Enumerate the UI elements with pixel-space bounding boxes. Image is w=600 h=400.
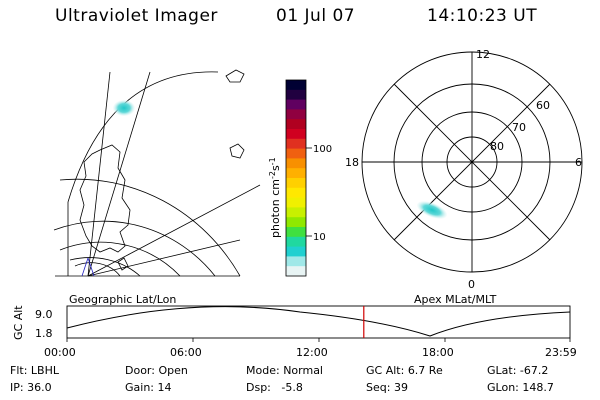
colorbar-segment xyxy=(286,236,306,248)
geographic-map xyxy=(53,69,261,277)
colorbar-tick-10: 10 xyxy=(313,232,326,243)
colorbar xyxy=(286,80,306,277)
orbit-y-tick-max: 9.0 xyxy=(35,308,53,321)
orbit-y-axis-label: GC Alt xyxy=(12,305,25,340)
status-door: Door: Open xyxy=(125,364,188,377)
colorbar-segment xyxy=(286,187,306,199)
colorbar-segment xyxy=(286,178,306,189)
orbit-left-title: Geographic Lat/Lon xyxy=(69,293,176,306)
colorbar-segment xyxy=(286,138,306,150)
status-ip: IP: 36.0 xyxy=(10,381,52,394)
colorbar-segment xyxy=(286,129,306,140)
status-filter: Flt: LBHL xyxy=(10,364,59,377)
orbit-x-tick-4: 23:59 xyxy=(545,346,577,359)
status-dsp: Dsp: -5.8 xyxy=(246,381,303,394)
colorbar-segment xyxy=(286,148,306,159)
status-gc-alt: GC Alt: 6.7 Re xyxy=(366,364,443,377)
colorbar-segment xyxy=(286,246,306,257)
date-label: 01 Jul 07 xyxy=(276,6,356,26)
orbit-x-tick-1: 06:00 xyxy=(170,346,202,359)
aurora-spot-polar xyxy=(416,201,448,219)
orbit-altitude-curve xyxy=(66,306,571,337)
colorbar-segment xyxy=(286,99,306,110)
mlt-label-12: 12 xyxy=(476,48,490,61)
lat-label-80: 80 xyxy=(490,140,504,153)
status-seq: Seq: 39 xyxy=(366,381,408,394)
orbit-x-tick-0: 00:00 xyxy=(44,346,76,359)
orbit-right-title: Apex MLat/MLT xyxy=(414,293,497,306)
mlt-label-6: 6 xyxy=(575,156,582,169)
mlt-label-18: 18 xyxy=(345,156,359,169)
instrument-title: Ultraviolet Imager xyxy=(55,6,218,26)
colorbar-segment xyxy=(286,80,306,91)
orbit-x-tick-2: 12:00 xyxy=(296,346,328,359)
colorbar-segment xyxy=(286,168,306,179)
colorbar-segment xyxy=(286,158,306,169)
colorbar-segment xyxy=(286,119,306,130)
colorbar-tick-100: 100 xyxy=(313,144,332,155)
map-subsatellite-lines xyxy=(81,257,95,277)
colorbar-segment xyxy=(286,89,306,101)
aurora-spot-geographic xyxy=(113,100,135,116)
colorbar-segment xyxy=(286,256,306,267)
orbit-panel xyxy=(66,305,571,339)
lat-label-70: 70 xyxy=(512,121,526,134)
colorbar-segment xyxy=(286,217,306,228)
colorbar-label: photon cm-2s-1 xyxy=(268,157,282,238)
status-mode: Mode: Normal xyxy=(246,364,323,377)
colorbar-segment xyxy=(286,197,306,208)
orbit-y-tick-min: 1.8 xyxy=(35,327,53,340)
colorbar-segment xyxy=(286,109,306,120)
colorbar-segment xyxy=(286,266,306,277)
lat-label-60: 60 xyxy=(536,99,550,112)
mlt-label-0: 0 xyxy=(468,278,475,291)
colorbar-segment xyxy=(286,207,306,218)
status-glat: GLat: -67.2 xyxy=(487,364,549,377)
polar-plot xyxy=(361,51,583,273)
status-gain: Gain: 14 xyxy=(125,381,172,394)
status-glon: GLon: 148.7 xyxy=(487,381,554,394)
colorbar-segment xyxy=(286,227,306,238)
orbit-x-tick-3: 18:00 xyxy=(422,346,454,359)
time-label: 14:10:23 UT xyxy=(427,6,538,26)
